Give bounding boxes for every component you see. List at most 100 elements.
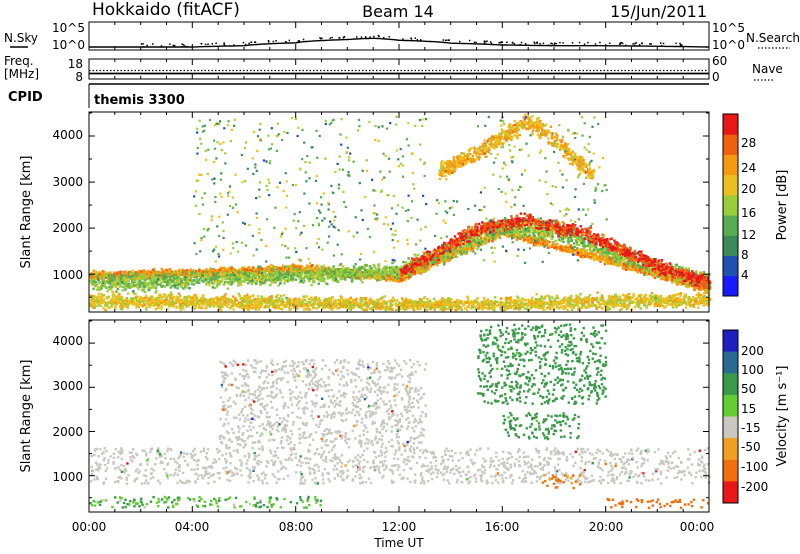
- noise-search-point: [634, 42, 636, 45]
- power-cell: [527, 241, 530, 244]
- power-cell: [547, 244, 550, 247]
- power-cell: [261, 270, 264, 273]
- power-cell: [178, 276, 181, 279]
- power-cell: [161, 272, 164, 276]
- power-cell: [139, 285, 143, 289]
- power-cell: [136, 271, 140, 274]
- power-cell: [485, 236, 488, 240]
- power-cell: [668, 278, 672, 281]
- noise-search-point: [650, 43, 652, 45]
- power-cell: [579, 235, 582, 239]
- power-cell: [134, 270, 137, 274]
- power-cell: [541, 244, 544, 247]
- power-cell: [599, 250, 602, 253]
- power-cell: [488, 236, 492, 239]
- power-cell: [467, 247, 471, 250]
- power-cell: [667, 277, 670, 280]
- power-cell: [249, 272, 253, 275]
- noise-search-point: [320, 37, 322, 40]
- power-cell: [529, 241, 533, 244]
- power-cell: [654, 262, 657, 265]
- noise-search-point: [553, 43, 556, 45]
- power-cell: [132, 290, 135, 293]
- power-cell: [242, 268, 246, 271]
- power-cell: [182, 268, 185, 272]
- power-cell: [541, 242, 544, 246]
- power-cell: [465, 252, 468, 255]
- power-cell: [367, 272, 370, 275]
- power-cell: [491, 240, 494, 243]
- power-cell: [272, 272, 275, 275]
- power-cell: [208, 271, 211, 274]
- power-cell: [113, 280, 116, 283]
- power-cell: [107, 271, 110, 274]
- power-cell: [130, 285, 133, 288]
- power-cell: [152, 278, 156, 281]
- power-cell: [113, 271, 116, 274]
- power-cell: [670, 278, 674, 282]
- power-cell: [531, 226, 534, 229]
- noise-search-point: [169, 43, 171, 45]
- power-cell: [436, 261, 440, 264]
- power-cell: [94, 281, 97, 284]
- power-cell: [654, 273, 657, 277]
- power-cell: [479, 233, 483, 237]
- power-cell: [305, 272, 309, 276]
- noise-search-point: [248, 42, 250, 45]
- power-cell: [175, 271, 178, 274]
- power-cell: [573, 245, 576, 249]
- power-cell: [237, 271, 240, 274]
- power-cell: [286, 265, 289, 268]
- power-cell: [619, 261, 623, 265]
- power-cell: [581, 245, 585, 248]
- power-cell: [115, 272, 119, 276]
- power-cell: [571, 250, 574, 253]
- power-cell: [257, 267, 260, 270]
- power-cell: [332, 277, 335, 281]
- noise-search-point: [599, 41, 601, 44]
- power-cell: [536, 239, 539, 243]
- power-cell: [496, 234, 499, 237]
- power-cell: [279, 270, 283, 273]
- power-cell: [466, 245, 469, 249]
- power-cell: [404, 261, 407, 264]
- power-cell: [395, 265, 398, 268]
- power-cell: [326, 282, 329, 286]
- power-cell: [584, 252, 587, 255]
- power-cell: [655, 274, 659, 277]
- power-cell: [321, 267, 324, 271]
- power-cell: [113, 275, 116, 278]
- power-cell: [519, 234, 523, 237]
- power-cell: [192, 268, 195, 272]
- power-cell: [553, 244, 556, 248]
- power-cell: [533, 224, 537, 228]
- power-cell: [435, 262, 438, 265]
- power-cell: [687, 270, 691, 273]
- power-cell: [641, 270, 644, 273]
- power-cell: [180, 272, 184, 275]
- power-cell: [127, 274, 131, 277]
- power-cell: [582, 251, 585, 254]
- power-cell: [96, 276, 99, 279]
- power-cell: [323, 268, 327, 271]
- power-cell: [511, 233, 515, 236]
- power-cell: [493, 238, 496, 241]
- noise-left-tick-top: 10^5: [52, 21, 85, 35]
- power-cell: [329, 269, 332, 273]
- power-cell: [687, 267, 691, 270]
- noise-search-point: [448, 39, 450, 41]
- power-cell: [205, 280, 209, 283]
- power-cell: [585, 250, 588, 253]
- power-cell: [216, 283, 219, 286]
- power-cell: [440, 260, 443, 263]
- power-cell: [423, 251, 426, 255]
- power-cell: [341, 265, 345, 268]
- power-cell: [223, 266, 226, 270]
- power-cell: [211, 281, 214, 285]
- power-cell: [358, 274, 361, 277]
- power-cell: [354, 269, 357, 272]
- power-cell: [265, 269, 268, 272]
- power-cell: [349, 269, 352, 273]
- power-cell: [548, 240, 551, 244]
- power-cell: [366, 272, 369, 275]
